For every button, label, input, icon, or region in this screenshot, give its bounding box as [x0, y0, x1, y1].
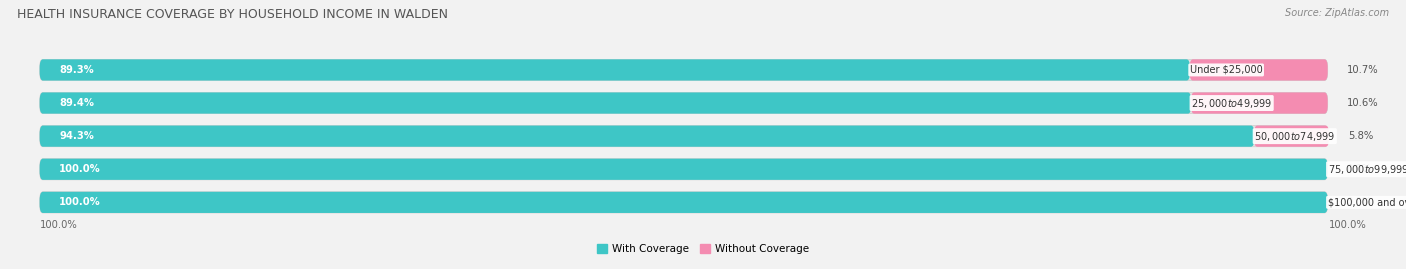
Text: 0.0%: 0.0%: [1347, 197, 1372, 207]
FancyBboxPatch shape: [39, 59, 1327, 80]
Text: 100.0%: 100.0%: [1329, 220, 1367, 229]
Text: 5.8%: 5.8%: [1348, 131, 1374, 141]
Text: $100,000 and over: $100,000 and over: [1327, 197, 1406, 207]
FancyBboxPatch shape: [39, 126, 1254, 147]
Text: $25,000 to $49,999: $25,000 to $49,999: [1191, 97, 1272, 109]
FancyBboxPatch shape: [39, 59, 1189, 80]
Text: 89.4%: 89.4%: [59, 98, 94, 108]
FancyBboxPatch shape: [39, 93, 1327, 114]
Text: 100.0%: 100.0%: [59, 164, 101, 174]
FancyBboxPatch shape: [1191, 93, 1327, 114]
Text: 89.3%: 89.3%: [59, 65, 94, 75]
FancyBboxPatch shape: [1254, 126, 1329, 147]
Text: HEALTH INSURANCE COVERAGE BY HOUSEHOLD INCOME IN WALDEN: HEALTH INSURANCE COVERAGE BY HOUSEHOLD I…: [17, 8, 449, 21]
Text: $75,000 to $99,999: $75,000 to $99,999: [1327, 163, 1406, 176]
FancyBboxPatch shape: [39, 159, 1327, 180]
FancyBboxPatch shape: [39, 93, 1191, 114]
Text: 100.0%: 100.0%: [59, 197, 101, 207]
Text: 94.3%: 94.3%: [59, 131, 94, 141]
Text: 10.7%: 10.7%: [1347, 65, 1378, 75]
Text: 100.0%: 100.0%: [39, 220, 77, 229]
Text: 10.6%: 10.6%: [1347, 98, 1378, 108]
FancyBboxPatch shape: [1189, 59, 1327, 80]
FancyBboxPatch shape: [39, 126, 1327, 147]
FancyBboxPatch shape: [39, 192, 1327, 213]
Legend: With Coverage, Without Coverage: With Coverage, Without Coverage: [592, 240, 814, 259]
Text: 0.0%: 0.0%: [1347, 164, 1372, 174]
Text: Under $25,000: Under $25,000: [1189, 65, 1263, 75]
FancyBboxPatch shape: [39, 159, 1327, 180]
FancyBboxPatch shape: [39, 192, 1327, 213]
Text: Source: ZipAtlas.com: Source: ZipAtlas.com: [1285, 8, 1389, 18]
Text: $50,000 to $74,999: $50,000 to $74,999: [1254, 130, 1336, 143]
